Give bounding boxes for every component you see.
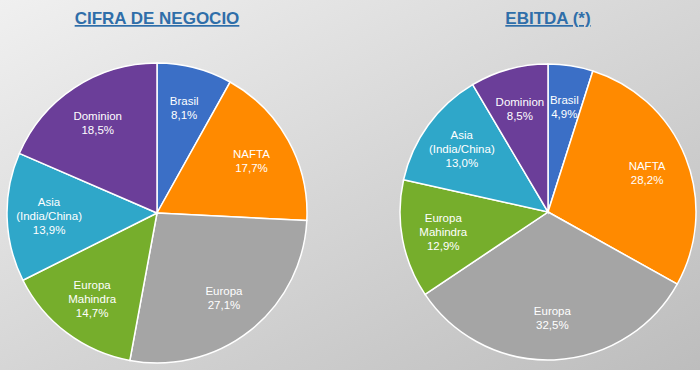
pie-group	[7, 63, 307, 363]
slice-value-label: 32,5%	[536, 319, 569, 331]
label-group: Brasil 4,9% NAFTA 28,2% Europa 32,5% Europa Mah…	[419, 94, 666, 332]
slice-value-label: 8,1%	[171, 109, 197, 121]
slice-category-label: Asia (India/China)	[429, 129, 495, 155]
slice-value-label: 8,5%	[507, 110, 533, 122]
slice-category-label: NAFTA	[629, 160, 666, 172]
slice-category-label: Europa	[205, 285, 243, 297]
slice-value-label: 13,0%	[445, 157, 478, 169]
slice-category-label: Europa Mahindra	[68, 279, 117, 305]
slice-category-label: Dominion	[73, 110, 122, 122]
slice-value-label: 12,9%	[427, 240, 460, 252]
label-line: Dominion	[73, 110, 122, 122]
slice-category-label: Brasil	[170, 95, 199, 107]
slice-value-label: 13,9%	[33, 224, 66, 236]
pie-slice	[157, 82, 307, 221]
slice-category-label: NAFTA	[233, 148, 270, 160]
slice-value-label: 17,7%	[235, 162, 268, 174]
label-line: (India/China)	[429, 143, 495, 155]
slice-category-label: Asia (India/China)	[16, 196, 82, 222]
chart-canvas: CIFRA DE NEGOCIO Brasil 8,1% NAFTA 17,7% Euro…	[0, 0, 700, 370]
slice-category-label: Europa Mahindra	[419, 212, 468, 238]
slice-value-label: 14,7%	[76, 307, 109, 319]
pie-slice	[473, 64, 548, 212]
pie-group	[400, 64, 696, 360]
chart-title: CIFRA DE NEGOCIO	[75, 9, 240, 28]
slice-category-label: Brasil	[550, 94, 579, 106]
pie-slice	[130, 213, 307, 363]
background	[0, 0, 700, 370]
label-line: Asia	[38, 196, 61, 208]
label-line: NAFTA	[233, 148, 270, 160]
slice-category-label: Dominion	[496, 96, 545, 108]
label-line: (India/China)	[16, 210, 82, 222]
pie-slice	[19, 63, 157, 213]
label-line: Europa	[74, 279, 112, 291]
label-line: Asia	[451, 129, 474, 141]
label-line: Europa	[534, 305, 572, 317]
slice-value-label: 27,1%	[208, 299, 241, 311]
label-line: Brasil	[170, 95, 199, 107]
label-line: Mahindra	[419, 226, 468, 238]
label-line: NAFTA	[629, 160, 666, 172]
slice-value-label: 18,5%	[81, 124, 114, 136]
chart-title: EBITDA (*)	[505, 9, 590, 28]
label-line: Mahindra	[68, 293, 117, 305]
label-line: Europa	[425, 212, 463, 224]
slice-value-label: 28,2%	[631, 174, 664, 186]
label-line: Dominion	[496, 96, 545, 108]
label-group: Brasil 8,1% NAFTA 17,7% Europa 27,1% Europa Mah…	[16, 95, 270, 319]
slice-category-label: Europa	[534, 305, 572, 317]
label-line: Brasil	[550, 94, 579, 106]
label-line: Europa	[205, 285, 243, 297]
slice-value-label: 4,9%	[551, 108, 577, 120]
